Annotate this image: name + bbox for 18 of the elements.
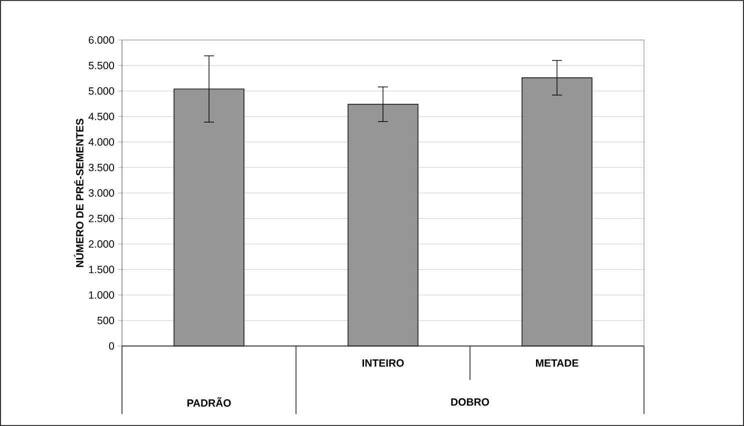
y-tick-label: 2.000 bbox=[88, 240, 114, 248]
y-axis-title: NÚMERO DE PRÉ-SEMENTES bbox=[74, 118, 84, 267]
text: DOBRO bbox=[451, 398, 490, 406]
y-tick-label: 0 bbox=[109, 342, 114, 350]
y-tick-label: 4.500 bbox=[88, 112, 114, 120]
x-tick-label: INTEIRO bbox=[362, 359, 404, 367]
y-tick-label: 4.000 bbox=[88, 138, 114, 146]
y-tick-label: 1.500 bbox=[89, 266, 114, 274]
x-tick-label: METADE bbox=[536, 359, 578, 367]
y-tick-label: 3.000 bbox=[88, 189, 114, 197]
y-tick-label: 5.000 bbox=[88, 87, 114, 95]
y-tick-label: 5.500 bbox=[88, 62, 114, 70]
y-tick-label: 6.000 bbox=[88, 36, 114, 44]
y-tick-label: 1.000 bbox=[89, 291, 114, 299]
y-tick-label: 2.500 bbox=[88, 214, 114, 222]
y-tick-label: 500 bbox=[97, 316, 114, 324]
text: PADRÃO bbox=[187, 397, 231, 407]
y-tick-label: 3.500 bbox=[88, 164, 114, 172]
